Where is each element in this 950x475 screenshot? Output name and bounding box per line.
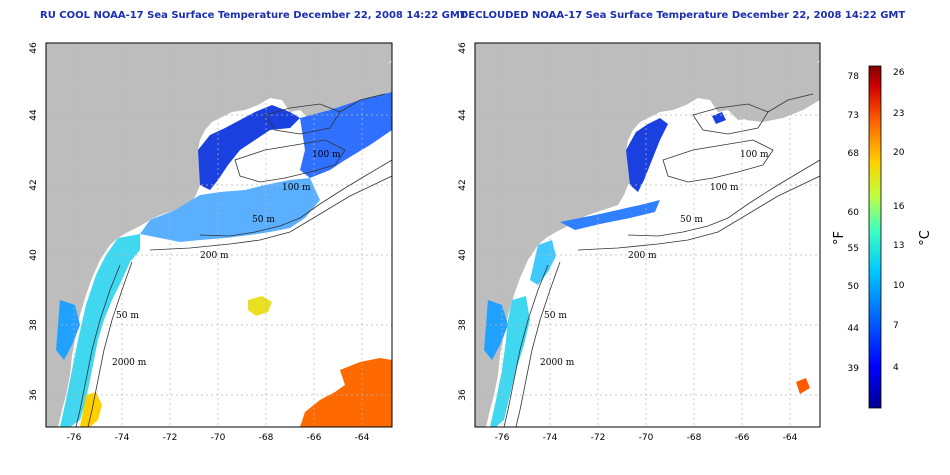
x-tick-label: -72 <box>591 433 606 443</box>
contour-label: 50 m <box>544 311 567 321</box>
contour-label: 100 m <box>740 150 769 160</box>
contour-label: 50 m <box>680 215 703 225</box>
right-map-panel: 100 m 100 m 50 m 200 m 50 m 2000 m -76 -… <box>458 42 821 443</box>
colorbar: 78 73 68 60 55 50 44 39 26 23 20 16 13 1… <box>832 65 933 409</box>
sst-shelf-patch <box>560 200 660 230</box>
fahrenheit-tick: 44 <box>848 324 860 334</box>
x-tick-label: -66 <box>735 433 750 443</box>
fahrenheit-tick: 78 <box>848 72 860 82</box>
sst-offshore-warm-2 <box>248 296 272 316</box>
fahrenheit-tick: 39 <box>848 364 860 374</box>
sst-scotian <box>300 92 392 178</box>
contour-label: 50 m <box>252 215 275 225</box>
land-mass <box>46 43 392 427</box>
y-tick-label: 40 <box>458 249 468 261</box>
fahrenheit-tick: 55 <box>848 244 859 254</box>
celsius-tick: 13 <box>893 241 904 251</box>
fahrenheit-tick: 68 <box>848 149 860 159</box>
y-tick-label: 44 <box>29 109 39 121</box>
land-mass <box>475 43 820 427</box>
contour-label: 100 m <box>282 183 311 193</box>
contour-label: 200 m <box>200 251 229 261</box>
sst-gulf-of-maine <box>198 105 300 190</box>
x-tick-label: -70 <box>211 433 226 443</box>
celsius-tick: 7 <box>893 321 899 331</box>
celsius-tick: 16 <box>893 202 905 212</box>
fahrenheit-unit-label: °F <box>832 231 847 245</box>
fahrenheit-tick: 73 <box>848 111 859 121</box>
x-tick-label: -64 <box>783 433 798 443</box>
fahrenheit-tick: 50 <box>848 282 860 292</box>
x-tick-label: -72 <box>163 433 178 443</box>
sst-shelf <box>140 178 320 242</box>
x-tick-label: -74 <box>543 433 558 443</box>
y-tick-label: 46 <box>29 42 39 54</box>
left-map-panel: 100 m 100 m 50 m 200 m 50 m 2000 m -76 -… <box>29 42 393 443</box>
celsius-tick: 10 <box>893 281 905 291</box>
celsius-tick: 26 <box>893 68 905 78</box>
x-tick-label: -68 <box>259 433 274 443</box>
y-tick-label: 42 <box>458 179 468 190</box>
colorbar-gradient <box>868 65 882 409</box>
sst-gulf-of-maine <box>626 118 668 192</box>
y-tick-label: 42 <box>29 179 39 190</box>
celsius-unit-label: °C <box>918 230 933 246</box>
y-tick-label: 46 <box>458 42 468 54</box>
x-tick-label: -70 <box>639 433 654 443</box>
contour-label: 100 m <box>312 150 341 160</box>
x-tick-label: -76 <box>67 433 82 443</box>
sst-offshore-warm-1 <box>300 358 392 427</box>
sst-mid-atlantic <box>530 240 556 285</box>
left-panel-title: RU COOL NOAA-17 Sea Surface Temperature … <box>40 10 467 21</box>
y-tick-label: 38 <box>29 319 39 331</box>
sst-coastal <box>490 296 530 427</box>
celsius-tick: 23 <box>893 109 904 119</box>
x-tick-label: -74 <box>115 433 130 443</box>
contour-label: 100 m <box>710 183 739 193</box>
y-tick-label: 38 <box>458 319 468 331</box>
sst-offshore-warm <box>796 378 810 394</box>
sst-warm-south <box>80 392 102 427</box>
y-tick-label: 40 <box>29 249 39 261</box>
x-tick-label: -64 <box>355 433 370 443</box>
y-tick-label: 36 <box>29 389 39 401</box>
sst-mid-atlantic <box>60 234 140 427</box>
right-panel-title: DECLOUDED NOAA-17 Sea Surface Temperatur… <box>460 10 906 21</box>
fahrenheit-tick: 60 <box>848 208 860 218</box>
contour-label: 2000 m <box>540 358 575 368</box>
contour-label: 200 m <box>628 251 657 261</box>
y-tick-label: 44 <box>458 109 468 121</box>
x-tick-label: -68 <box>687 433 702 443</box>
x-tick-label: -76 <box>495 433 510 443</box>
celsius-tick: 4 <box>893 363 899 373</box>
y-tick-label: 36 <box>458 389 468 401</box>
x-tick-label: -66 <box>307 433 322 443</box>
celsius-tick: 20 <box>893 148 905 158</box>
nova-scotia <box>728 62 820 122</box>
contour-label: 2000 m <box>112 358 147 368</box>
contour-label: 50 m <box>116 311 139 321</box>
